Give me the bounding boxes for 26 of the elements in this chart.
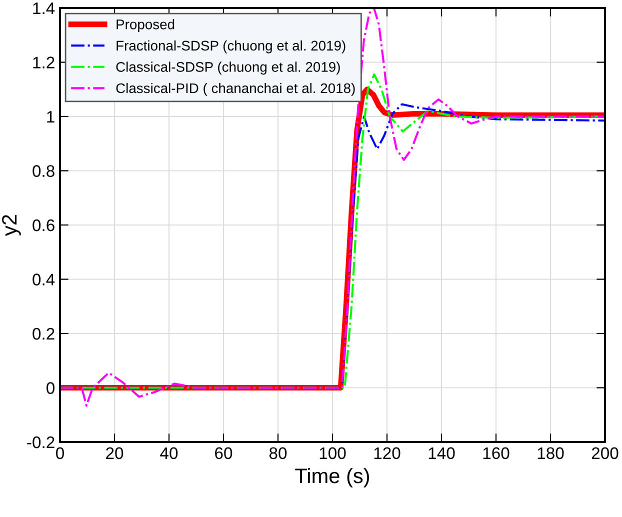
- y-tick-label: 0: [46, 382, 54, 394]
- x-tick-label: 20: [106, 447, 124, 460]
- x-axis-title: Time (s): [295, 468, 370, 488]
- y-tick-label: -0.2: [27, 436, 54, 448]
- x-tick-label: 180: [538, 447, 564, 460]
- x-tick-label: 160: [483, 447, 510, 460]
- x-tick-label: 80: [269, 447, 287, 460]
- x-tick-label: 200: [592, 447, 618, 460]
- x-tick-label: 40: [160, 447, 178, 460]
- legend-label: Proposed: [116, 19, 174, 32]
- y-tick-label: 1.2: [33, 56, 54, 68]
- y-tick-label: 0.2: [32, 328, 54, 340]
- legend-label: Classical-SDSP (chuong et al. 2019): [116, 62, 340, 75]
- x-tick-label: 100: [320, 447, 346, 460]
- y-axis-title: y2: [2, 215, 21, 236]
- x-tick-label: 0: [56, 447, 64, 460]
- y-tick-label: 1.4: [33, 2, 55, 14]
- y-tick-label: 0.4: [32, 274, 55, 286]
- x-tick-label: 60: [215, 447, 232, 460]
- x-tick-label: 140: [428, 447, 455, 460]
- x-tick-label: 120: [374, 447, 400, 460]
- y-tick-label: 0.6: [32, 219, 54, 232]
- legend-label: Fractional-SDSP (chuong et al. 2019): [116, 40, 346, 54]
- y-tick-label: 1: [47, 111, 54, 123]
- y-tick-label: 0.8: [32, 165, 54, 177]
- legend-label: Classical-PID ( chananchai et al. 2018): [116, 82, 355, 96]
